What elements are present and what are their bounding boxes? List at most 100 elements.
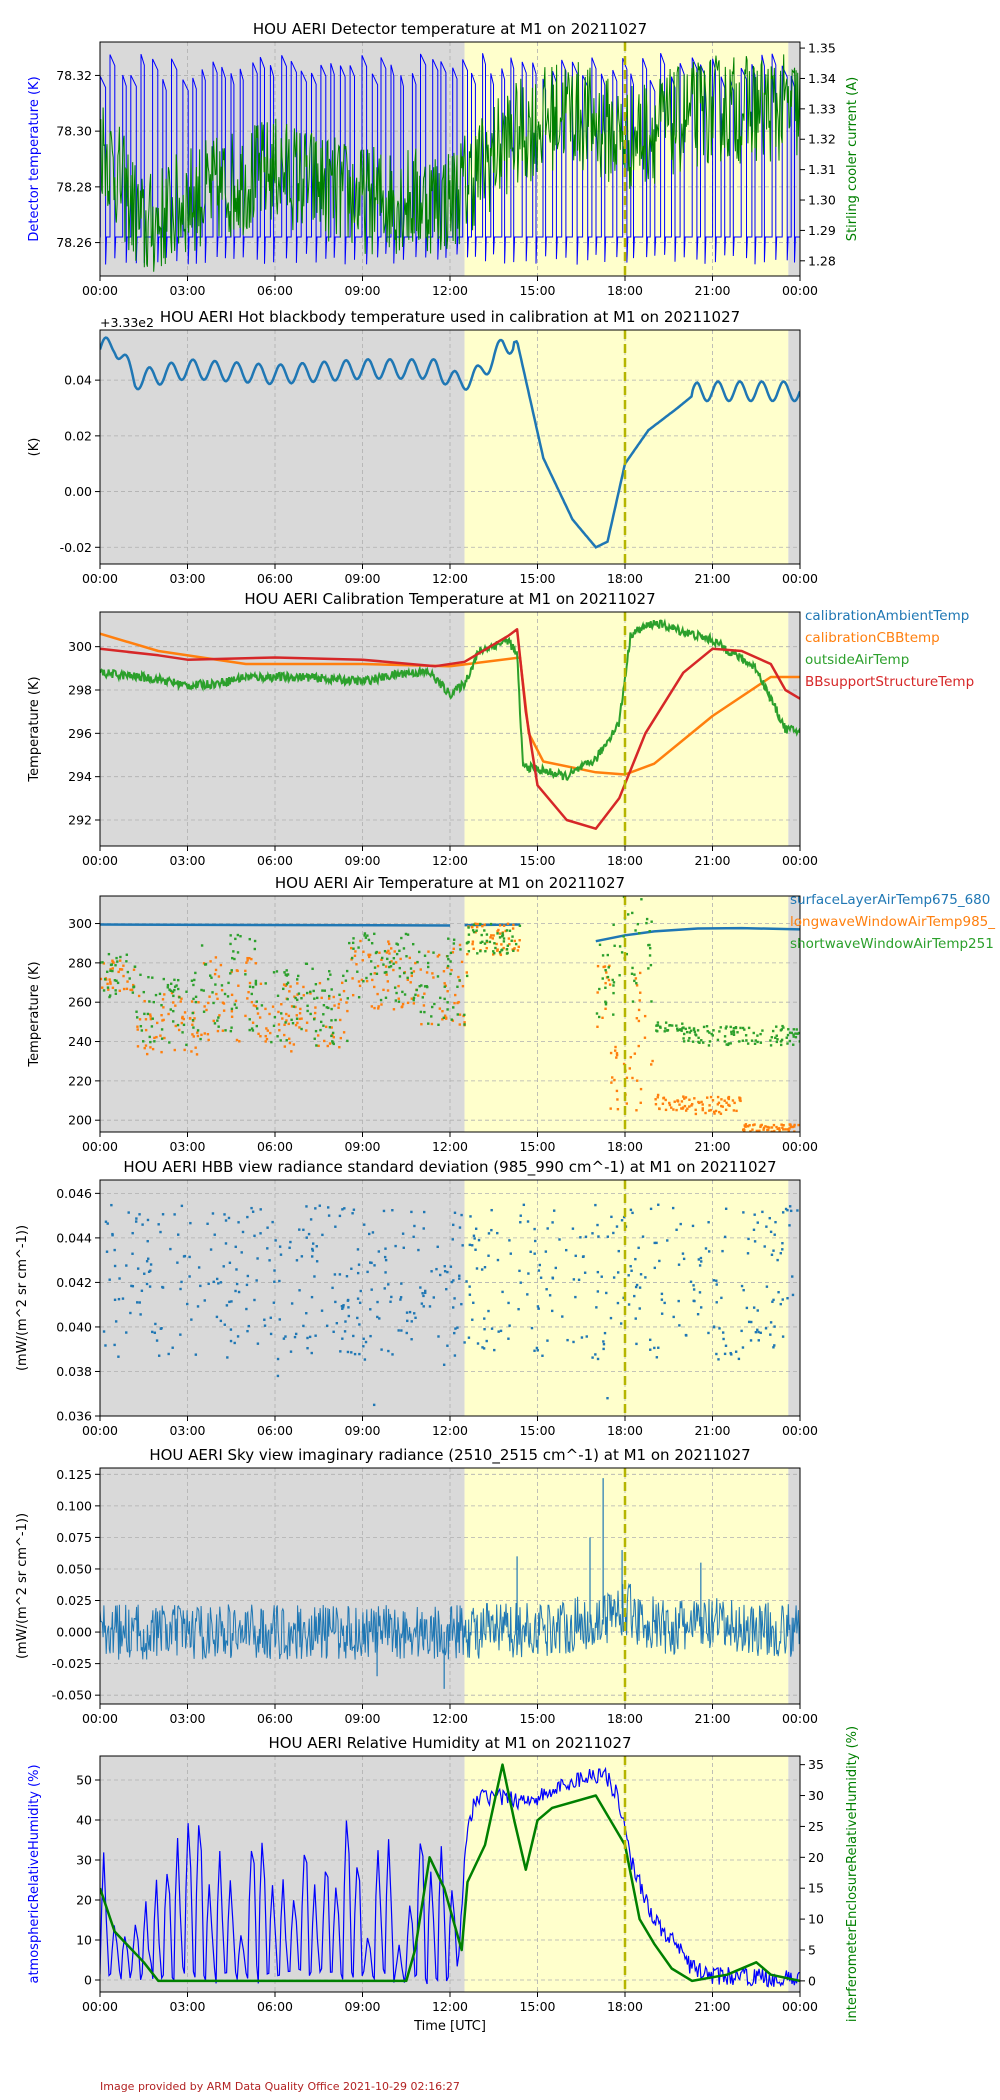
x-tick-label: 12:00 bbox=[432, 571, 468, 586]
plot-area bbox=[102, 1203, 799, 1407]
y-tick-label: -0.02 bbox=[60, 540, 92, 555]
y-tick-label: 0.050 bbox=[56, 1561, 92, 1576]
y-tick-label: 0.04 bbox=[64, 373, 92, 388]
y-tick-label: 240 bbox=[68, 1034, 92, 1049]
y2-axis-label: Stirling cooler current (A) bbox=[845, 77, 860, 241]
outlier-point bbox=[606, 1396, 609, 1400]
y2-tick-label: 25 bbox=[808, 1819, 824, 1834]
night-shade bbox=[788, 1180, 800, 1416]
y-tick-label: 50 bbox=[76, 1773, 92, 1788]
y-tick-label: 260 bbox=[68, 995, 92, 1010]
x-tick-label: 09:00 bbox=[344, 1999, 380, 2014]
y-tick-label: 0.046 bbox=[56, 1186, 92, 1201]
night-shade bbox=[788, 896, 800, 1132]
y2-tick-label: 15 bbox=[808, 1881, 824, 1896]
y-tick-label: 0.100 bbox=[56, 1498, 92, 1513]
x-tick-label: 18:00 bbox=[607, 571, 643, 586]
x-tick-label: 00:00 bbox=[782, 853, 818, 868]
night-shade bbox=[100, 1756, 465, 1992]
x-tick-label: 12:00 bbox=[432, 1711, 468, 1726]
legend-entry: longwaveWindowAirTemp985_ bbox=[790, 914, 995, 930]
x-tick-label: 00:00 bbox=[82, 853, 118, 868]
x-tick-label: 21:00 bbox=[694, 1711, 730, 1726]
x-tick-label: 03:00 bbox=[169, 1711, 205, 1726]
x-tick-label: 00:00 bbox=[782, 283, 818, 298]
x-tick-label: 09:00 bbox=[344, 853, 380, 868]
x-tick-label: 00:00 bbox=[782, 571, 818, 586]
plot-area bbox=[100, 896, 800, 1132]
y-axis-label: Temperature (K) bbox=[27, 676, 42, 782]
x-tick-label: 12:00 bbox=[432, 1139, 468, 1154]
x-tick-label: 09:00 bbox=[344, 571, 380, 586]
x-tick-label: 06:00 bbox=[257, 1999, 293, 2014]
night-shade bbox=[788, 1756, 800, 1992]
series-det-1 bbox=[100, 54, 800, 272]
x-tick-label: 00:00 bbox=[82, 1999, 118, 2014]
y2-tick-label: 20 bbox=[808, 1850, 824, 1865]
y-tick-label: 220 bbox=[68, 1073, 92, 1088]
y2-tick-label: 1.35 bbox=[808, 41, 836, 56]
chart-title: HOU AERI Hot blackbody temperature used … bbox=[160, 308, 740, 326]
x-tick-label: 12:00 bbox=[432, 1423, 468, 1438]
y2-tick-label: 1.28 bbox=[808, 253, 836, 268]
legend-entry: calibrationAmbientTemp bbox=[805, 608, 969, 624]
x-tick-label: 21:00 bbox=[694, 1139, 730, 1154]
x-tick-label: 03:00 bbox=[169, 571, 205, 586]
x-tick-label: 12:00 bbox=[432, 853, 468, 868]
night-shade bbox=[100, 1468, 465, 1704]
x-tick-label: 21:00 bbox=[694, 1423, 730, 1438]
x-tick-label: 00:00 bbox=[782, 1139, 818, 1154]
y-tick-label: 0.042 bbox=[56, 1275, 92, 1290]
y-tick-label: -0.025 bbox=[52, 1656, 92, 1671]
x-tick-label: 00:00 bbox=[82, 1139, 118, 1154]
outlier-point bbox=[372, 1403, 376, 1407]
y-tick-label: 292 bbox=[68, 813, 92, 828]
y2-tick-label: 5 bbox=[808, 1942, 816, 1957]
x-tick-label: 15:00 bbox=[519, 1999, 555, 2014]
y-tick-label: 0 bbox=[84, 1973, 92, 1988]
y2-tick-label: 0 bbox=[808, 1973, 816, 1988]
series-rh-0 bbox=[100, 1766, 800, 1988]
x-tick-label: 12:00 bbox=[432, 283, 468, 298]
x-tick-label: 09:00 bbox=[344, 1139, 380, 1154]
x-tick-label: 00:00 bbox=[82, 571, 118, 586]
chart-title: HOU AERI Relative Humidity at M1 on 2021… bbox=[268, 1734, 631, 1752]
x-tick-label: 06:00 bbox=[257, 853, 293, 868]
legend-entry: shortwaveWindowAirTemp251 bbox=[790, 936, 994, 952]
night-shade bbox=[100, 612, 465, 846]
x-tick-label: 18:00 bbox=[607, 1999, 643, 2014]
x-tick-label: 06:00 bbox=[257, 1711, 293, 1726]
y-tick-label: 0.02 bbox=[64, 428, 92, 443]
series-surfaceLayerAirTemp675_680 bbox=[100, 923, 451, 927]
x-tick-label: 21:00 bbox=[694, 283, 730, 298]
x-tick-label: 00:00 bbox=[782, 1999, 818, 2014]
outlier-point bbox=[276, 1374, 280, 1378]
x-tick-label: 21:00 bbox=[694, 853, 730, 868]
x-tick-label: 03:00 bbox=[169, 1999, 205, 2014]
legend-entry: surfaceLayerAirTemp675_680 bbox=[790, 892, 990, 908]
y-tick-label: 20 bbox=[76, 1893, 92, 1908]
y-tick-label: 300 bbox=[68, 916, 92, 931]
y-tick-label: 300 bbox=[68, 639, 92, 654]
x-tick-label: 12:00 bbox=[432, 1999, 468, 2014]
y2-tick-label: 30 bbox=[808, 1788, 824, 1803]
x-tick-label: 00:00 bbox=[782, 1711, 818, 1726]
y-axis-label: Detector temperature (K) bbox=[27, 76, 42, 241]
x-tick-label: 18:00 bbox=[607, 283, 643, 298]
chart-title: HOU AERI Sky view imaginary radiance (25… bbox=[149, 1446, 750, 1465]
series-hbb-0 bbox=[100, 336, 800, 549]
chart-title: HOU AERI Detector temperature at M1 on 2… bbox=[253, 20, 647, 38]
y2-tick-label: 1.29 bbox=[808, 223, 836, 238]
x-tick-label: 18:00 bbox=[607, 1711, 643, 1726]
y2-tick-label: 10 bbox=[808, 1912, 824, 1927]
series-sky-0 bbox=[100, 1582, 800, 1660]
y-tick-label: 0.00 bbox=[64, 484, 92, 499]
day-shade bbox=[464, 1468, 789, 1704]
y-tick-label: 0.040 bbox=[56, 1319, 92, 1334]
outlier-point bbox=[442, 1363, 446, 1366]
y2-tick-label: 1.32 bbox=[808, 132, 836, 147]
y2-tick-label: 1.31 bbox=[808, 162, 836, 177]
x-tick-label: 15:00 bbox=[519, 283, 555, 298]
chart-calib: 00:00 03:00 06:00 09:00 12:00 15:00 18:00 21:00… bbox=[27, 590, 974, 868]
